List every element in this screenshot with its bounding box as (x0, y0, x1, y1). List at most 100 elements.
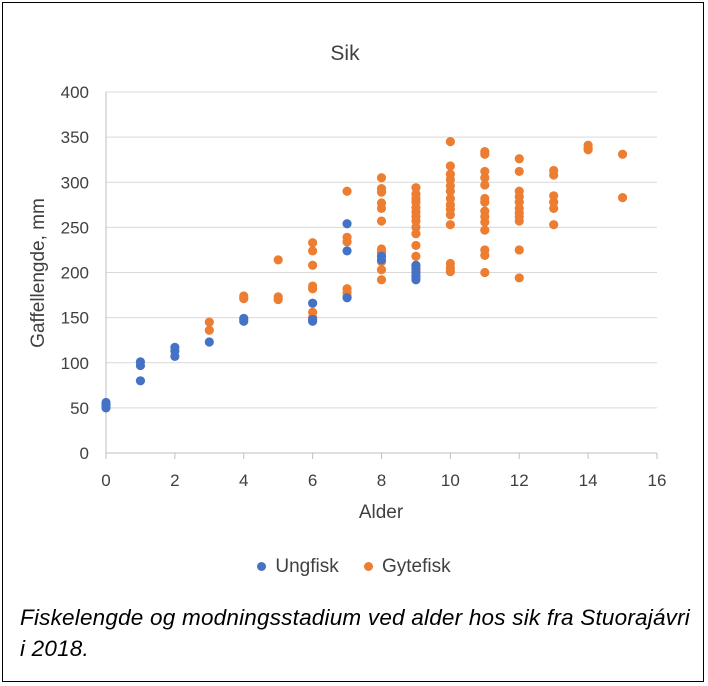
data-point-gytefisk (445, 186, 455, 196)
y-tick-label: 300 (61, 173, 89, 192)
data-point-gytefisk (239, 294, 249, 304)
data-point-ungfisk (101, 403, 111, 413)
data-point-gytefisk (445, 266, 455, 277)
data-point-gytefisk (445, 193, 455, 204)
data-point-gytefisk (514, 154, 524, 164)
data-point-gytefisk (480, 166, 490, 177)
data-point-gytefisk (445, 210, 455, 220)
data-point-gytefisk (445, 137, 455, 147)
x-tick-label: 12 (510, 471, 529, 490)
y-tick-label: 250 (61, 218, 89, 237)
data-point-gytefisk (480, 250, 490, 260)
data-point-gytefisk (411, 216, 421, 226)
x-tick-label: 14 (579, 471, 598, 490)
y-tick-label: 350 (61, 128, 89, 147)
x-tick-label: 4 (239, 471, 248, 490)
data-point-gytefisk (480, 225, 490, 235)
gridlines (106, 91, 657, 409)
data-point-gytefisk (204, 317, 214, 327)
axes (105, 92, 658, 459)
y-tick-labels: 0 50 100 150 200 250 300 350 400 (61, 83, 89, 463)
x-tick-label: 10 (441, 471, 460, 490)
data-point-gytefisk (514, 166, 524, 177)
data-point-gytefisk (617, 192, 628, 203)
y-tick-label: 50 (70, 399, 89, 418)
data-point-gytefisk (549, 220, 559, 230)
data-point-gytefisk (480, 180, 490, 190)
data-point-gytefisk (514, 245, 524, 255)
y-axis-label: Gaffellengde, mm (28, 198, 49, 348)
data-point-gytefisk (480, 267, 490, 278)
data-point-gytefisk (273, 255, 283, 265)
y-tick-label: 100 (61, 354, 89, 373)
legend-marker-gytefisk-icon (364, 562, 373, 571)
data-point-gytefisk (376, 216, 387, 226)
data-point-ungfisk (204, 337, 214, 347)
data-point-ungfisk (308, 316, 318, 326)
data-point-gytefisk (376, 275, 387, 285)
data-point-gytefisk (549, 170, 559, 180)
data-point-gytefisk (549, 197, 559, 207)
data-point-gytefisk (342, 237, 352, 247)
data-point-ungfisk (170, 351, 180, 362)
data-point-gytefisk (445, 174, 455, 185)
data-point-ungfisk (342, 293, 352, 303)
y-tick-label: 150 (61, 309, 89, 328)
data-point-gytefisk (308, 246, 318, 256)
legend-item-ungfisk: Ungfisk (257, 555, 339, 578)
x-tick-label: 6 (308, 471, 317, 490)
data-point-gytefisk (445, 220, 455, 230)
data-point-gytefisk (514, 216, 524, 226)
data-point-gytefisk (376, 203, 387, 214)
data-point-gytefisk (480, 197, 490, 207)
data-point-ungfisk (376, 255, 387, 265)
data-point-gytefisk (273, 294, 283, 305)
data-point-gytefisk (204, 325, 214, 335)
chart-title: Sik (330, 42, 360, 65)
data-points (101, 137, 628, 413)
x-tick-label: 0 (101, 471, 110, 490)
data-point-ungfisk (135, 360, 146, 371)
data-point-gytefisk (411, 240, 421, 251)
data-point-gytefisk (514, 197, 524, 207)
data-point-gytefisk (445, 161, 455, 171)
data-point-gytefisk (617, 149, 628, 159)
data-point-gytefisk (480, 149, 490, 159)
data-point-gytefisk (376, 173, 387, 183)
data-point-gytefisk (308, 284, 318, 294)
data-point-gytefisk (411, 222, 421, 232)
data-point-gytefisk (480, 217, 490, 227)
data-point-gytefisk (342, 186, 352, 196)
x-tick-label: 8 (377, 471, 386, 490)
legend-label-ungfisk: Ungfisk (275, 555, 339, 577)
data-point-gytefisk (411, 183, 421, 193)
data-point-gytefisk (376, 187, 387, 197)
data-point-gytefisk (308, 260, 318, 270)
data-point-gytefisk (549, 191, 559, 201)
data-point-gytefisk (376, 265, 387, 275)
y-tick-label: 400 (61, 83, 89, 102)
legend: Ungfisk Gytefisk (0, 555, 708, 578)
data-point-gytefisk (411, 229, 421, 239)
data-point-ungfisk (342, 246, 352, 256)
figure-caption: Fiskelengde og modningsstadium ved alder… (20, 605, 690, 661)
x-axis-label: Alder (359, 502, 404, 523)
legend-label-gytefisk: Gytefisk (382, 555, 451, 577)
data-point-ungfisk (308, 298, 318, 308)
x-tick-label: 16 (648, 471, 667, 490)
data-point-ungfisk (135, 376, 146, 386)
legend-item-gytefisk: Gytefisk (364, 556, 451, 578)
x-tick-labels: 0 2 4 6 8 10 12 14 16 (101, 471, 666, 490)
data-point-gytefisk (514, 273, 524, 283)
x-tick-label: 2 (170, 471, 179, 490)
data-point-ungfisk (342, 219, 352, 229)
data-point-gytefisk (549, 203, 559, 214)
data-point-gytefisk (583, 145, 593, 155)
data-point-gytefisk (308, 238, 318, 248)
data-point-ungfisk (411, 275, 421, 285)
legend-marker-ungfisk-icon (257, 562, 267, 571)
y-tick-label: 0 (80, 444, 89, 463)
data-point-ungfisk (239, 316, 249, 326)
